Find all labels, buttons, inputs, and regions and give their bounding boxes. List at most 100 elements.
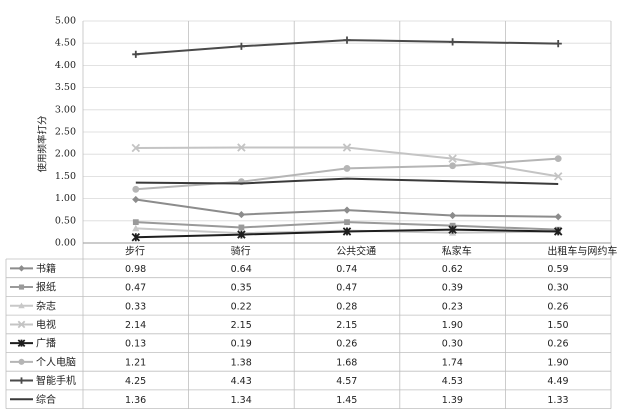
series-marker [237,143,246,152]
series-marker [18,377,25,384]
data-table-value: 1.50 [547,320,568,331]
y-tick-label: 0.50 [55,215,76,226]
series-marker [237,42,245,50]
series-marker [18,284,25,290]
data-table-value: 0.74 [336,264,357,275]
data-table-value: 1.36 [125,395,146,406]
data-table-value: 0.28 [336,301,357,312]
data-table-value: 1.68 [336,357,357,368]
data-table-value: 0.64 [231,264,252,275]
x-category-label: 公共交通 [336,245,376,258]
y-tick-label: 0.00 [55,238,76,249]
data-table-value: 4.25 [125,376,146,387]
series-marker [131,232,141,242]
legend-series-name: 智能手机 [36,374,76,387]
data-table-value: 1.34 [231,395,252,406]
series-marker [554,213,562,221]
x-category-label: 出租车与网约车 [547,245,617,258]
data-table-value: 0.59 [547,264,568,275]
series-marker [342,143,352,152]
y-axis-label: 使用频率打分 [37,115,49,173]
series-marker [448,225,457,234]
data-table-value: 0.26 [547,339,568,350]
series-marker [344,219,350,226]
data-table-value: 1.45 [336,395,357,406]
data-table-value: 0.19 [231,339,252,350]
series-marker [343,206,351,214]
series-marker [132,224,140,232]
series-marker [553,172,563,181]
series-marker [18,302,25,309]
y-tick-label: 3.50 [55,82,76,93]
data-table-value: 1.33 [547,395,568,406]
series-marker [449,38,457,46]
y-tick-label: 5.00 [55,16,76,27]
data-table-value: 2.14 [125,320,146,331]
data-table-value: 0.47 [125,283,146,294]
data-table-value: 0.30 [442,339,463,350]
legend-series-name: 广播 [36,337,56,350]
data-table-value: 0.13 [125,339,146,350]
y-tick-label: 3.00 [55,104,76,115]
data-table-value: 1.39 [442,395,463,406]
data-table-value: 1.21 [125,357,146,368]
series-marker [17,339,26,347]
y-tick-label: 4.50 [55,38,76,49]
x-category-label: 骑行 [231,245,251,258]
data-table-value: 0.98 [125,264,146,275]
series-marker [449,211,457,220]
data-table-value: 0.47 [336,283,357,294]
series-marker [132,195,140,204]
data-table-value: 0.23 [442,301,463,312]
legend-series-name: 书籍 [36,262,56,275]
series-line [135,157,559,191]
data-table-value: 0.22 [231,301,252,312]
series-marker [343,164,351,172]
series-marker [17,320,26,329]
series-marker [132,219,139,226]
data-table-value: 0.39 [442,283,463,294]
legend-series-name: 报纸 [36,281,56,294]
data-table-value: 0.26 [336,339,357,350]
series-marker [238,224,245,231]
y-tick-label: 4.00 [55,60,76,71]
series-marker [554,40,562,48]
data-table-value: 4.57 [336,376,357,387]
series-marker [18,265,25,272]
series-marker [449,162,457,170]
series-marker [237,230,246,239]
series-marker [18,358,25,365]
series-marker [132,185,140,193]
series-marker [131,143,141,153]
series-marker [237,210,245,219]
y-tick-label: 2.00 [55,149,76,160]
data-table-value: 1.90 [547,357,568,368]
series-marker [132,50,140,58]
data-table-value: 0.62 [442,264,463,275]
data-table-value: 4.53 [442,376,463,387]
y-tick-label: 1.00 [55,193,76,204]
data-table-value: 1.90 [442,320,463,331]
data-table-value: 0.33 [125,301,146,312]
series-marker [343,36,351,44]
series-marker [554,155,562,163]
data-table-value: 1.38 [231,357,252,368]
y-tick-label: 1.50 [55,171,76,182]
legend-series-name: 电视 [36,318,56,331]
series-marker [448,154,457,163]
data-table-value: 4.43 [231,376,252,387]
data-table-value: 0.35 [231,283,252,294]
data-table-value: 4.49 [547,376,568,387]
data-table-value: 1.74 [442,357,463,368]
series-marker [553,227,563,236]
y-tick-label: 2.50 [55,127,76,138]
series-marker [342,227,352,236]
x-category-label: 私家车 [442,245,472,258]
data-table-value: 2.15 [231,320,252,331]
data-table-value: 0.30 [547,283,568,294]
data-table-value: 0.26 [547,301,568,312]
legend-series-name: 个人电脑 [36,355,76,368]
data-table-value: 2.15 [336,320,357,331]
series-marker [449,222,456,229]
